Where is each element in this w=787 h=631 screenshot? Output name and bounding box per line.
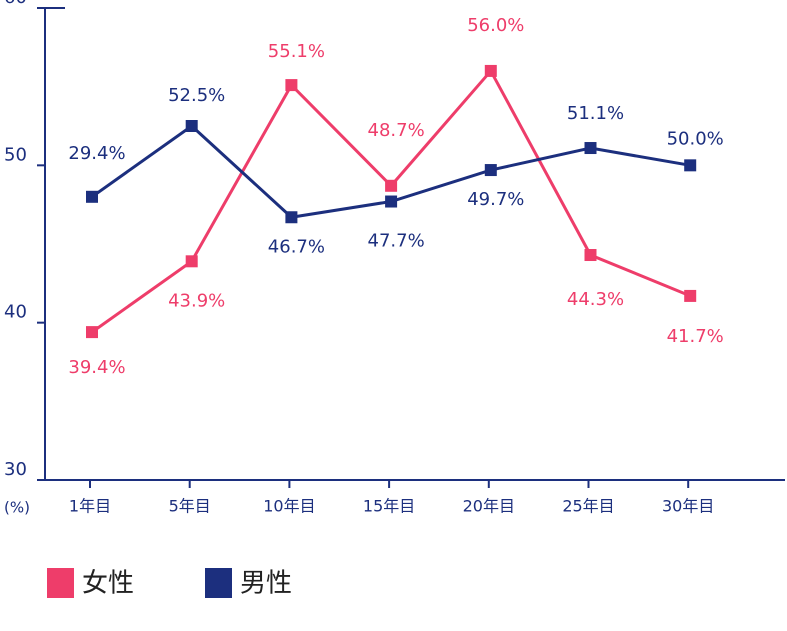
data-label: 50.0% xyxy=(667,128,724,149)
data-label: 39.4% xyxy=(68,357,125,378)
x-tick-label: 15年目 xyxy=(363,497,415,516)
legend-label: 女性 xyxy=(82,569,134,599)
legend-swatch xyxy=(205,568,232,598)
data-label: 55.1% xyxy=(268,41,325,62)
data-label: 49.7% xyxy=(467,189,524,210)
point xyxy=(584,142,597,155)
x-tick-label: 10年目 xyxy=(263,497,315,516)
point xyxy=(86,190,98,203)
point xyxy=(484,164,497,177)
point xyxy=(185,120,198,132)
x-tick-label: 5年目 xyxy=(169,497,211,516)
point xyxy=(385,195,398,208)
data-label: 51.1% xyxy=(567,103,624,124)
data-label: 46.7% xyxy=(268,236,325,257)
x-tick-label: 30年目 xyxy=(662,497,714,516)
data-label: 41.7% xyxy=(667,326,724,347)
data-label: 43.9% xyxy=(168,290,225,311)
legend-label: 男性 xyxy=(240,569,292,599)
x-tick-label: 20年目 xyxy=(463,497,515,516)
x-tick-label: 25年目 xyxy=(562,497,614,516)
data-label: 48.7% xyxy=(368,120,425,141)
point xyxy=(484,64,497,77)
data-label: 52.5% xyxy=(168,85,225,106)
x-tick-label: 1年目 xyxy=(69,497,111,516)
point xyxy=(684,159,697,172)
y-tick-label: 60 xyxy=(4,0,27,8)
data-label: 44.3% xyxy=(567,289,624,310)
legend-swatch xyxy=(47,568,74,598)
point xyxy=(185,255,198,268)
point xyxy=(86,326,98,339)
data-label: 29.4% xyxy=(68,143,125,164)
y-unit: (%) xyxy=(4,499,30,517)
point xyxy=(584,249,597,262)
point xyxy=(285,79,298,92)
point xyxy=(385,179,398,192)
point xyxy=(285,211,298,224)
y-tick-label: 50 xyxy=(4,144,27,165)
data-label: 56.0% xyxy=(467,15,524,36)
data-label: 47.7% xyxy=(368,231,425,252)
point xyxy=(684,289,697,302)
y-tick-label: 30 xyxy=(4,459,27,480)
y-tick-label: 40 xyxy=(4,302,27,323)
